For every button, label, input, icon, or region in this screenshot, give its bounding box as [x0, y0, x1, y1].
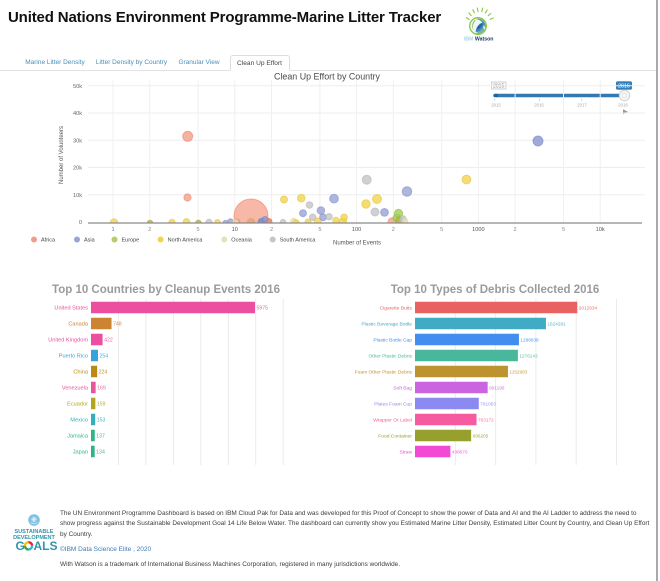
svg-text:Wrapper Or Label: Wrapper Or Label: [373, 418, 412, 424]
svg-text:1152983: 1152983: [509, 370, 527, 375]
svg-text:Other Plastic Debris: Other Plastic Debris: [369, 354, 413, 360]
svg-text:696205: 696205: [473, 434, 489, 439]
svg-text:791053: 791053: [480, 402, 496, 407]
svg-text:2: 2: [270, 227, 273, 233]
svg-text:1288838: 1288838: [520, 338, 539, 343]
svg-text:5: 5: [562, 227, 565, 233]
svg-text:United States: United States: [54, 306, 88, 312]
svg-text:IBM Watson: IBM Watson: [464, 37, 494, 43]
svg-text:Foam Other Plastic Debris: Foam Other Plastic Debris: [355, 370, 413, 376]
svg-text:Japan: Japan: [73, 450, 88, 456]
svg-text:50k: 50k: [73, 84, 82, 90]
svg-text:2016: 2016: [618, 84, 630, 90]
svg-text:Plastic Beverage Bottle: Plastic Beverage Bottle: [361, 322, 412, 328]
svg-text:254: 254: [99, 354, 108, 360]
svg-text:224: 224: [99, 370, 108, 376]
svg-text:1000: 1000: [472, 227, 484, 233]
svg-text:Clean Up Effort by Country: Clean Up Effort by Country: [274, 72, 380, 82]
svg-text:134: 134: [96, 450, 105, 456]
svg-text:0: 0: [79, 220, 82, 226]
svg-text:153: 153: [97, 418, 106, 424]
svg-text:748: 748: [113, 322, 122, 328]
svg-text:10k: 10k: [596, 227, 605, 233]
svg-text:Number of Events: Number of Events: [333, 241, 381, 247]
svg-text:Ecuador: Ecuador: [67, 402, 88, 408]
svg-text:20k: 20k: [73, 166, 82, 172]
svg-text:2015: 2015: [491, 103, 501, 108]
svg-text:5: 5: [197, 227, 200, 233]
svg-text:Cigarette Butts: Cigarette Butts: [380, 306, 413, 312]
svg-text:1: 1: [111, 227, 114, 233]
svg-text:5: 5: [440, 227, 443, 233]
svg-text:438670: 438670: [452, 450, 468, 455]
svg-text:Jamaica: Jamaica: [67, 434, 89, 440]
svg-text:United Kingdom: United Kingdom: [48, 338, 88, 344]
svg-text:G: G: [16, 539, 25, 553]
svg-text:Soft Bag: Soft Bag: [393, 386, 412, 392]
svg-text:Mexico: Mexico: [70, 418, 88, 424]
svg-text:10k: 10k: [73, 193, 82, 199]
svg-text:100: 100: [352, 227, 361, 233]
svg-text:2016: 2016: [534, 103, 544, 108]
svg-text:422: 422: [104, 338, 113, 344]
svg-text:5: 5: [318, 227, 321, 233]
svg-text:40k: 40k: [73, 111, 82, 117]
svg-text:1276143: 1276143: [519, 354, 538, 359]
svg-text:2: 2: [514, 227, 517, 233]
svg-text:Africa: Africa: [41, 238, 56, 244]
svg-text:901196: 901196: [489, 386, 505, 391]
svg-text:137: 137: [96, 434, 105, 440]
svg-text:159: 159: [97, 402, 106, 408]
svg-text:Puerto Rico: Puerto Rico: [59, 354, 88, 360]
svg-text:China: China: [73, 370, 89, 376]
svg-text:SUSTAINABLE: SUSTAINABLE: [14, 529, 53, 535]
svg-text:5975: 5975: [257, 306, 269, 312]
svg-text:Plastic Bottle Cap: Plastic Bottle Cap: [373, 338, 412, 344]
svg-text:2018: 2018: [618, 103, 628, 108]
svg-text:Oceania: Oceania: [231, 238, 252, 244]
svg-text:North America: North America: [168, 238, 204, 244]
svg-text:2: 2: [148, 227, 151, 233]
svg-text:2: 2: [392, 227, 395, 233]
svg-text:Food Container: Food Container: [378, 434, 412, 440]
svg-text:1624281: 1624281: [547, 322, 566, 327]
svg-text:Number of Volunteers: Number of Volunteers: [59, 126, 65, 184]
svg-text:2012934: 2012934: [579, 306, 598, 311]
svg-text:Venezuela: Venezuela: [62, 386, 89, 392]
svg-text:ALS: ALS: [34, 539, 58, 553]
svg-text:Straw: Straw: [399, 450, 412, 456]
svg-text:763172: 763172: [478, 418, 494, 423]
svg-text:DEVELOPMENT: DEVELOPMENT: [13, 535, 55, 541]
svg-text:Top 10 Countries by Cleanup Ev: Top 10 Countries by Cleanup Events 2016: [52, 284, 280, 296]
svg-text:Asia: Asia: [84, 238, 96, 244]
svg-text:Canada: Canada: [68, 322, 88, 328]
svg-text:Europe: Europe: [122, 238, 140, 244]
svg-text:Plates Foam Cup: Plates Foam Cup: [374, 402, 412, 408]
svg-text:2017: 2017: [577, 103, 587, 108]
svg-text:30k: 30k: [73, 138, 82, 144]
svg-text:Top 10 Types of Debris Collect: Top 10 Types of Debris Collected 2016: [391, 284, 600, 296]
svg-text:2015: 2015: [493, 83, 504, 89]
svg-text:10: 10: [232, 227, 238, 233]
svg-text:169: 169: [97, 386, 106, 392]
svg-text:South America: South America: [280, 238, 317, 244]
